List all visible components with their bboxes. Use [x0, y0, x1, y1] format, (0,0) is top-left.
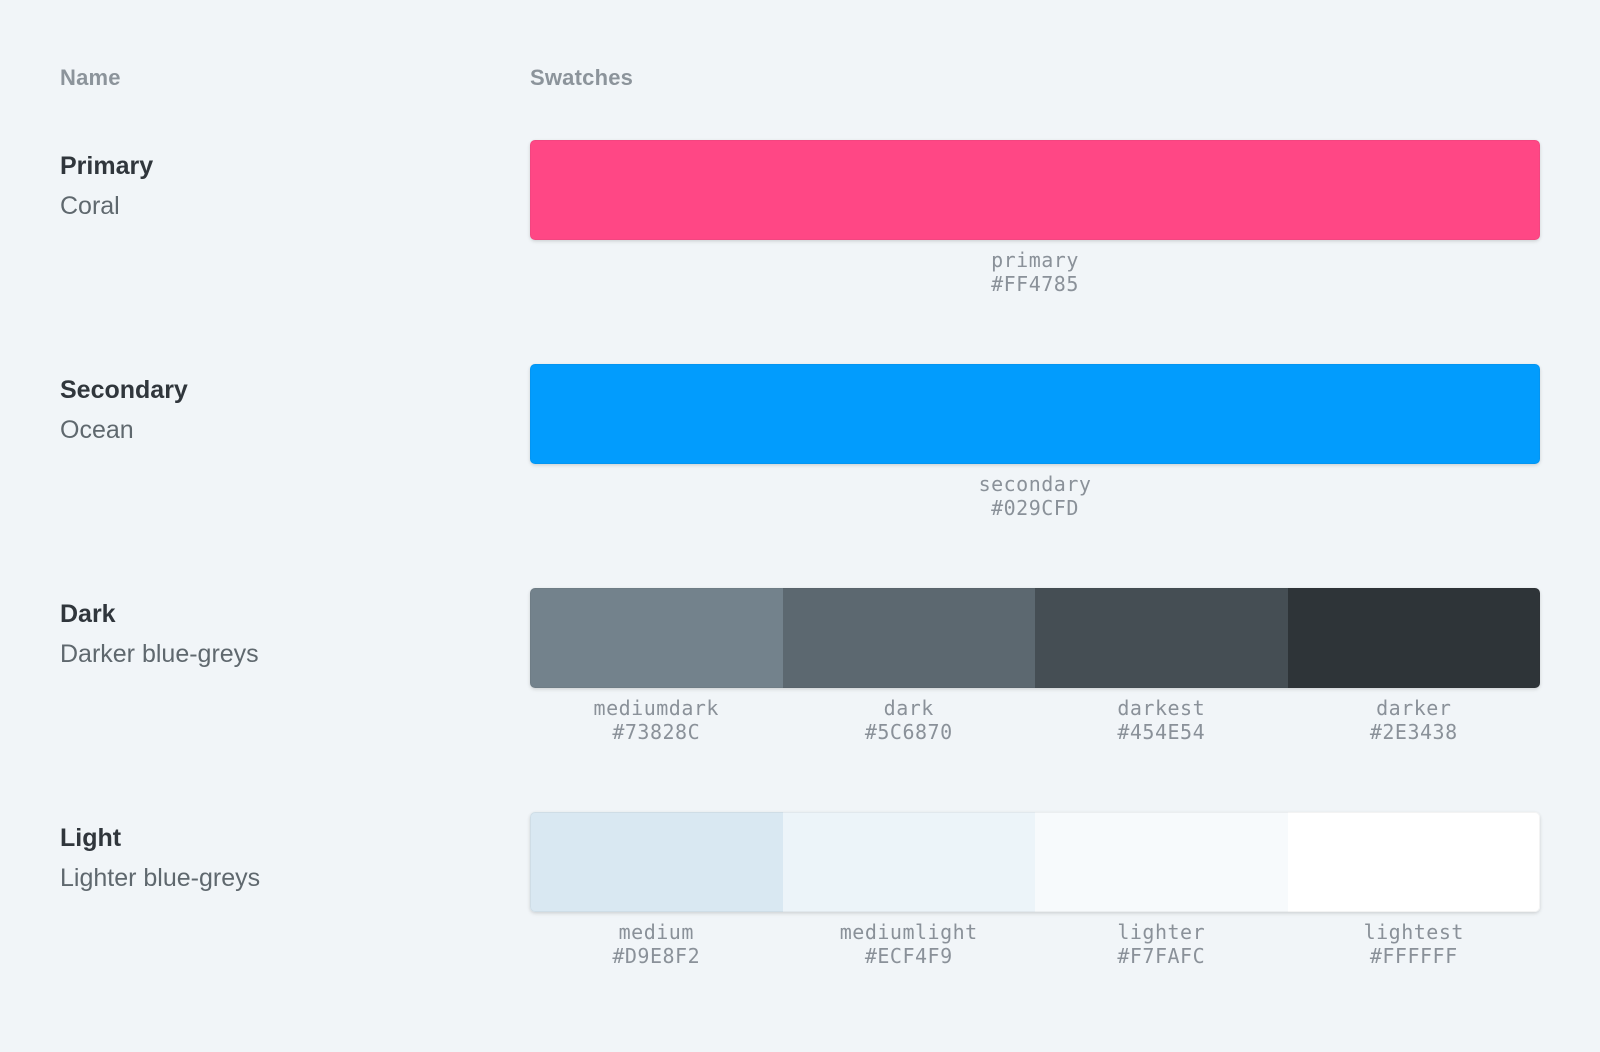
swatch-label-mediumdark: mediumdark #73828C — [530, 696, 783, 744]
swatch-label-name: mediumlight — [839, 920, 978, 944]
swatch-label-name: medium — [618, 920, 694, 944]
swatch-labels: mediumdark #73828C dark #5C6870 darkest … — [530, 696, 1540, 744]
color-swatch-darkest — [1035, 588, 1288, 688]
swatch-label-darker: darker #2E3438 — [1288, 696, 1541, 744]
color-swatch-medium — [530, 812, 783, 912]
swatch-label-hex: #F7FAFC — [1117, 944, 1206, 968]
palette-row-subtitle: Ocean — [60, 416, 134, 444]
swatch-label-lighter: lighter #F7FAFC — [1035, 920, 1288, 968]
swatch-label-darkest: darkest #454E54 — [1035, 696, 1288, 744]
swatch-label-name: darkest — [1117, 696, 1206, 720]
column-header-name: Name — [60, 65, 121, 90]
swatch-bar — [530, 812, 1540, 912]
palette-row-subtitle: Darker blue-greys — [60, 640, 259, 668]
swatch-bar — [530, 140, 1540, 240]
swatch-bar — [530, 364, 1540, 464]
swatch-labels: primary #FF4785 — [530, 248, 1540, 296]
palette-row-dark: Dark Darker blue-greys mediumdark #73828… — [60, 588, 1540, 744]
swatch-label-name: dark — [883, 696, 934, 720]
swatch-bar — [530, 588, 1540, 688]
color-swatch-darker — [1287, 588, 1540, 688]
swatch-label-mediumlight: mediumlight #ECF4F9 — [783, 920, 1036, 968]
color-swatch-lightest — [1287, 812, 1540, 912]
swatch-label-name: lighter — [1117, 920, 1206, 944]
swatch-label-medium: medium #D9E8F2 — [530, 920, 783, 968]
color-swatch-lighter — [1035, 812, 1288, 912]
color-swatch-primary — [530, 140, 1540, 240]
swatch-label-name: lightest — [1363, 920, 1464, 944]
color-swatch-secondary — [530, 364, 1540, 464]
palette-row-subtitle: Coral — [60, 192, 120, 220]
palette-row-subtitle: Lighter blue-greys — [60, 864, 261, 892]
swatch-label-name: darker — [1376, 696, 1452, 720]
palette-rows: Primary Coral primary #FF4785 Secondary … — [60, 140, 1540, 968]
swatch-label-secondary: secondary #029CFD — [530, 472, 1540, 520]
swatch-label-hex: #73828C — [612, 720, 701, 744]
color-palette-doc: Name Swatches Primary Coral primary #FF4… — [60, 64, 1540, 968]
palette-row-title: Dark — [60, 600, 116, 628]
palette-row-title: Secondary — [60, 376, 188, 404]
palette-row-light: Light Lighter blue-greys medium #D9E8F2 … — [60, 812, 1540, 968]
swatch-label-name: secondary — [978, 472, 1092, 496]
swatch-label-hex: #2E3438 — [1369, 720, 1458, 744]
color-swatch-mediumlight — [782, 812, 1035, 912]
palette-row-primary: Primary Coral primary #FF4785 — [60, 140, 1540, 296]
swatch-label-dark: dark #5C6870 — [783, 696, 1036, 744]
swatch-label-hex: #029CFD — [991, 496, 1079, 520]
color-swatch-dark — [782, 588, 1035, 688]
swatch-label-lightest: lightest #FFFFFF — [1288, 920, 1541, 968]
swatch-label-hex: #454E54 — [1117, 720, 1206, 744]
palette-row-title: Light — [60, 824, 122, 852]
swatch-label-primary: primary #FF4785 — [530, 248, 1540, 296]
palette-row-secondary: Secondary Ocean secondary #029CFD — [60, 364, 1540, 520]
swatch-labels: secondary #029CFD — [530, 472, 1540, 520]
swatch-label-hex: #FFFFFF — [1369, 944, 1458, 968]
swatch-label-name: mediumdark — [593, 696, 719, 720]
swatch-labels: medium #D9E8F2 mediumlight #ECF4F9 light… — [530, 920, 1540, 968]
swatch-label-hex: #ECF4F9 — [864, 944, 953, 968]
palette-header-row: Name Swatches — [60, 64, 1540, 92]
color-swatch-mediumdark — [530, 588, 783, 688]
swatch-label-hex: #FF4785 — [991, 272, 1079, 296]
swatch-label-hex: #D9E8F2 — [612, 944, 701, 968]
swatch-label-name: primary — [991, 248, 1079, 272]
column-header-swatches: Swatches — [530, 65, 634, 90]
palette-row-title: Primary — [60, 152, 154, 180]
swatch-label-hex: #5C6870 — [864, 720, 953, 744]
